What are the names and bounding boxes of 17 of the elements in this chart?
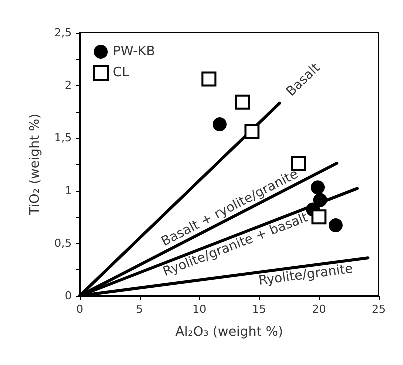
legend-label: CL bbox=[113, 66, 130, 80]
x-tick-label: 15 bbox=[252, 303, 266, 316]
x-tick-label: 5 bbox=[136, 303, 144, 316]
y-tick-label: 1 bbox=[65, 184, 72, 198]
x-tick-label: 25 bbox=[372, 303, 386, 316]
legend-label: PW-KB bbox=[113, 44, 156, 60]
x-tick-label: 20 bbox=[312, 303, 326, 316]
x-tick-label: 10 bbox=[192, 303, 207, 316]
y-axis-title: TiO₂ (weight %) bbox=[28, 114, 43, 216]
x-axis-title: Al₂O₃ (weight %) bbox=[176, 325, 284, 340]
y-tick-label: 0 bbox=[65, 290, 72, 302]
x-tick-label: 0 bbox=[76, 303, 84, 316]
y-tick-label: 2,5 bbox=[54, 26, 72, 40]
y-tick-label: 0,5 bbox=[54, 236, 72, 250]
text: Ryolite/granite bbox=[258, 262, 354, 289]
y-tick-label: 2 bbox=[65, 79, 72, 92]
y-tick-label: 1,5 bbox=[54, 132, 72, 145]
